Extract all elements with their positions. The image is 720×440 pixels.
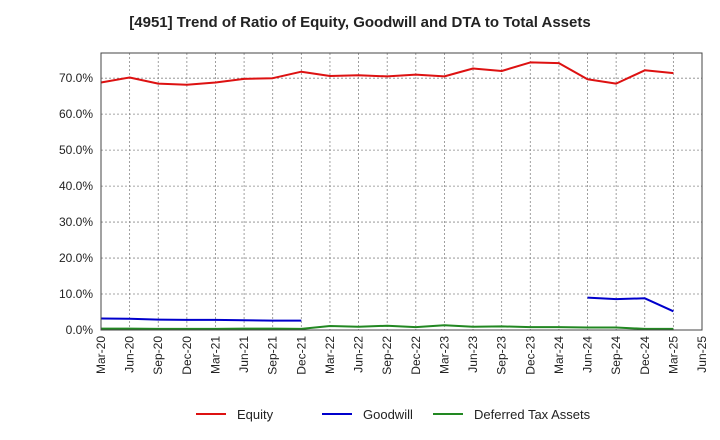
- axis-labels: 0.0% 10.0% 20.0% 30.0% 40.0% 50.0% 60.0% 70.0% M…: [59, 71, 709, 375]
- legend-label-0: Equity: [237, 407, 274, 422]
- x-tick-label: Mar-23: [437, 336, 451, 374]
- y-tick-label: 60.0%: [59, 107, 93, 121]
- x-tick-label: Dec-20: [180, 336, 194, 375]
- x-tick-label: Jun-20: [123, 336, 137, 373]
- x-tick-label: Dec-21: [294, 336, 308, 375]
- x-tick-label: Mar-25: [666, 336, 680, 374]
- x-tick-label: Dec-24: [638, 336, 652, 375]
- y-tick-label: 20.0%: [59, 251, 93, 265]
- y-tick-label: 70.0%: [59, 71, 93, 85]
- y-tick-label: 50.0%: [59, 143, 93, 157]
- x-tick-label: Jun-21: [237, 336, 251, 373]
- x-tick-label: Mar-22: [323, 336, 337, 374]
- x-tick-label: Dec-23: [523, 336, 537, 375]
- series-line-0-segment-0: [100, 61, 674, 86]
- x-tick-label: Mar-24: [552, 336, 566, 374]
- x-tick-label: Jun-24: [581, 336, 595, 373]
- x-tick-label: Mar-21: [208, 336, 222, 374]
- legend-label-2: Deferred Tax Assets: [474, 407, 591, 422]
- legend-label-1: Goodwill: [363, 407, 413, 422]
- series-line-2-segment-0: [101, 324, 674, 330]
- x-tick-label: Sep-23: [495, 336, 509, 375]
- grid: [101, 53, 702, 330]
- x-tick-label: Jun-23: [466, 336, 480, 373]
- series-line-1-segment-1: [587, 296, 674, 313]
- x-tick-label: Mar-20: [94, 336, 108, 374]
- plot-area-frame: [100, 52, 703, 331]
- x-tick-label: Sep-21: [266, 336, 280, 375]
- x-tick-label: Sep-24: [609, 336, 623, 375]
- series-lines: [100, 61, 674, 330]
- legend: Equity Goodwill Deferred Tax Assets: [196, 407, 591, 422]
- y-tick-label: 0.0%: [66, 323, 94, 337]
- x-tick-label: Dec-22: [409, 336, 423, 375]
- x-tick-label: Sep-22: [380, 336, 394, 375]
- y-tick-label: 10.0%: [59, 287, 93, 301]
- chart-title: [4951] Trend of Ratio of Equity, Goodwil…: [129, 14, 591, 31]
- y-tick-label: 40.0%: [59, 179, 93, 193]
- x-tick-label: Jun-22: [352, 336, 366, 373]
- y-tick-label: 30.0%: [59, 215, 93, 229]
- x-tick-label: Sep-20: [151, 336, 165, 375]
- series-line-1-segment-0: [100, 317, 302, 322]
- x-tick-label: Jun-25: [695, 336, 709, 373]
